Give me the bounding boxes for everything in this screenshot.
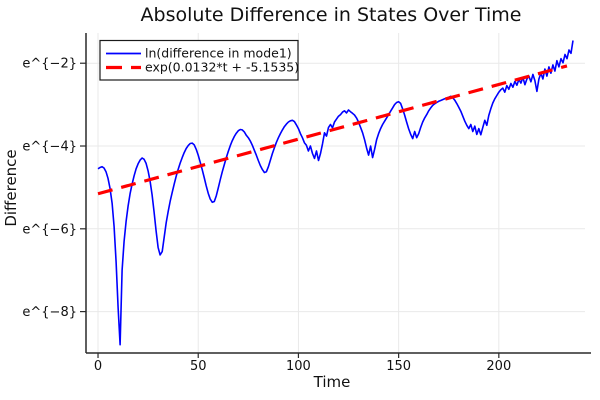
series-layer — [97, 40, 574, 346]
y-tick-label: e^{−8} — [22, 305, 77, 320]
x-tick-label: 100 — [286, 359, 311, 374]
legend: ln(difference in mode1)exp(0.0132*t + -5… — [99, 39, 299, 81]
x-axis-label: Time — [313, 373, 351, 391]
y-axis-label: Difference — [2, 149, 20, 226]
x-tick-label: 50 — [190, 359, 207, 374]
axis-layer — [80, 33, 591, 358]
x-tick-label: 0 — [94, 359, 102, 374]
y-tick-label: e^{−4} — [22, 140, 77, 155]
tick-label-layer: 0 50 100 150 200 e^{−2} e^{−4} e^{−6} e^{−8} — [22, 57, 511, 374]
x-tick-label: 150 — [386, 359, 411, 374]
legend-label-series2: exp(0.0132*t + -5.1535) — [145, 60, 299, 75]
y-tick-label: e^{−6} — [22, 222, 77, 237]
legend-label-series1: ln(difference in mode1) — [145, 46, 292, 61]
series-line-exp-fit — [97, 64, 568, 196]
x-tick-label: 200 — [486, 359, 511, 374]
legend-box — [99, 39, 299, 81]
chart-title: Absolute Difference in States Over Time — [141, 4, 522, 26]
series-line-ln-difference — [97, 40, 574, 346]
grid-layer — [86, 33, 585, 353]
y-tick-label: e^{−2} — [22, 57, 77, 72]
